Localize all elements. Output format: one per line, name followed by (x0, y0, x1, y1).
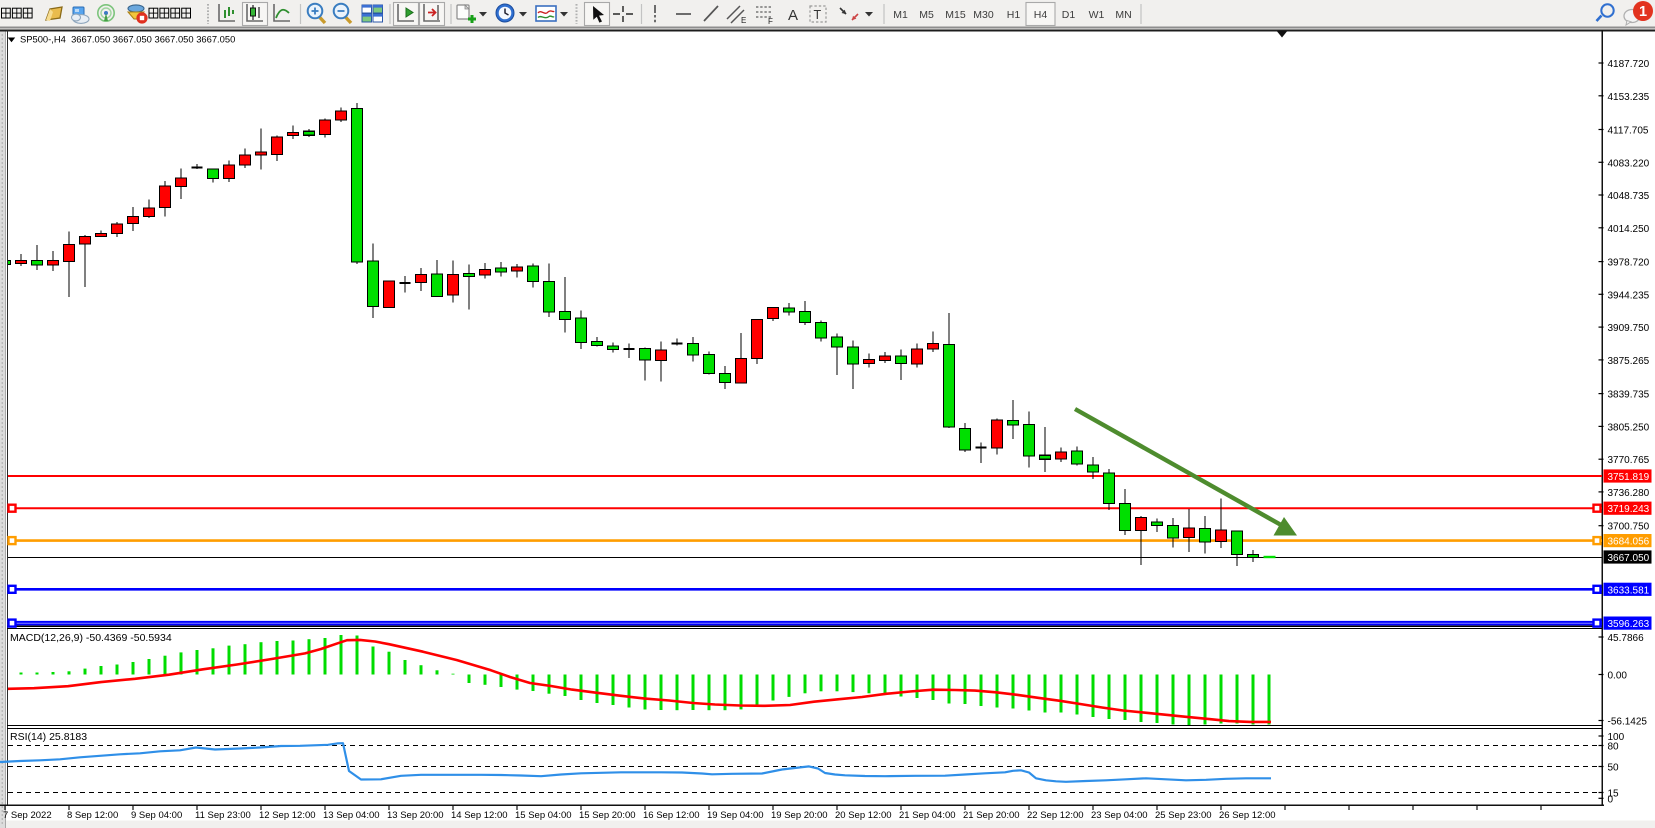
svg-text:3978.720: 3978.720 (1608, 258, 1650, 269)
svg-text:100: 100 (1608, 732, 1625, 743)
svg-text:0.00: 0.00 (1608, 671, 1628, 682)
svg-text:MACD(12,26,9) -50.4369 -50.593: MACD(12,26,9) -50.4369 -50.5934 (10, 632, 172, 644)
svg-text:15: 15 (1608, 789, 1620, 800)
svg-text:3667.050: 3667.050 (1608, 553, 1650, 564)
svg-text:21 Sep 04:00: 21 Sep 04:00 (899, 810, 956, 821)
svg-text:50: 50 (1608, 763, 1620, 774)
svg-text:4048.735: 4048.735 (1608, 191, 1650, 202)
svg-text:M15: M15 (945, 9, 966, 21)
svg-text:4187.720: 4187.720 (1608, 59, 1650, 70)
svg-text:9 Sep 04:00: 9 Sep 04:00 (131, 810, 182, 821)
svg-text:3751.819: 3751.819 (1608, 472, 1650, 483)
svg-text:H1: H1 (1007, 9, 1021, 21)
svg-text:25 Sep 23:00: 25 Sep 23:00 (1155, 810, 1212, 821)
svg-text:4117.705: 4117.705 (1608, 126, 1649, 137)
svg-text:1: 1 (1639, 4, 1647, 20)
svg-text:3944.235: 3944.235 (1608, 290, 1650, 301)
svg-text:3839.735: 3839.735 (1608, 390, 1650, 401)
svg-text:-56.1425: -56.1425 (1608, 717, 1648, 728)
svg-text:11 Sep 23:00: 11 Sep 23:00 (195, 810, 251, 821)
svg-text:4083.220: 4083.220 (1608, 158, 1650, 169)
svg-text:14 Sep 12:00: 14 Sep 12:00 (451, 810, 508, 821)
svg-text:3719.243: 3719.243 (1608, 504, 1650, 515)
svg-text:26 Sep 12:00: 26 Sep 12:00 (1219, 810, 1276, 821)
svg-text:22 Sep 12:00: 22 Sep 12:00 (1027, 810, 1084, 821)
svg-text:21 Sep 20:00: 21 Sep 20:00 (963, 810, 1020, 821)
svg-text:H4: H4 (1034, 9, 1048, 21)
svg-text:M5: M5 (919, 9, 934, 21)
svg-text:45.7866: 45.7866 (1608, 633, 1645, 644)
svg-text:3736.280: 3736.280 (1608, 488, 1650, 499)
svg-text:15 Sep 04:00: 15 Sep 04:00 (515, 810, 572, 821)
svg-text:W1: W1 (1089, 9, 1105, 21)
svg-text:3875.265: 3875.265 (1608, 356, 1650, 367)
svg-text:T: T (814, 8, 822, 22)
svg-text:F: F (768, 17, 773, 26)
svg-text:23 Sep 04:00: 23 Sep 04:00 (1091, 810, 1148, 821)
svg-text:19 Sep 20:00: 19 Sep 20:00 (771, 810, 828, 821)
svg-text:13 Sep 04:00: 13 Sep 04:00 (323, 810, 380, 821)
svg-text:D1: D1 (1062, 9, 1076, 21)
svg-text:A: A (788, 7, 798, 24)
svg-text:16 Sep 12:00: 16 Sep 12:00 (643, 810, 700, 821)
svg-text:4153.235: 4153.235 (1608, 92, 1650, 103)
svg-text:3700.750: 3700.750 (1608, 522, 1650, 533)
svg-text:3770.765: 3770.765 (1608, 455, 1650, 466)
svg-text:3909.750: 3909.750 (1608, 323, 1650, 334)
svg-text:SP500-,H4 3667.050 3667.050 3: SP500-,H4 3667.050 3667.050 3667.050 366… (20, 34, 235, 45)
svg-text:12 Sep 12:00: 12 Sep 12:00 (259, 810, 316, 821)
svg-text:0: 0 (1608, 794, 1614, 805)
svg-text:7 Sep 2022: 7 Sep 2022 (3, 810, 52, 821)
svg-text:M30: M30 (973, 9, 994, 21)
svg-text:8 Sep 12:00: 8 Sep 12:00 (67, 810, 118, 821)
svg-text:80: 80 (1608, 742, 1620, 753)
svg-text:MN: MN (1115, 9, 1131, 21)
svg-text:RSI(14) 25.8183: RSI(14) 25.8183 (10, 731, 87, 743)
svg-text:3684.056: 3684.056 (1608, 537, 1650, 548)
svg-text:3596.263: 3596.263 (1608, 619, 1650, 630)
svg-text:15 Sep 20:00: 15 Sep 20:00 (579, 810, 636, 821)
svg-text:13 Sep 20:00: 13 Sep 20:00 (387, 810, 444, 821)
svg-text:E: E (741, 16, 746, 25)
svg-text:M1: M1 (893, 9, 908, 21)
svg-text:4014.250: 4014.250 (1608, 224, 1650, 235)
svg-text:3805.250: 3805.250 (1608, 422, 1650, 433)
svg-text:20 Sep 12:00: 20 Sep 12:00 (835, 810, 892, 821)
svg-text:3633.581: 3633.581 (1608, 585, 1650, 596)
svg-text:19 Sep 04:00: 19 Sep 04:00 (707, 810, 764, 821)
